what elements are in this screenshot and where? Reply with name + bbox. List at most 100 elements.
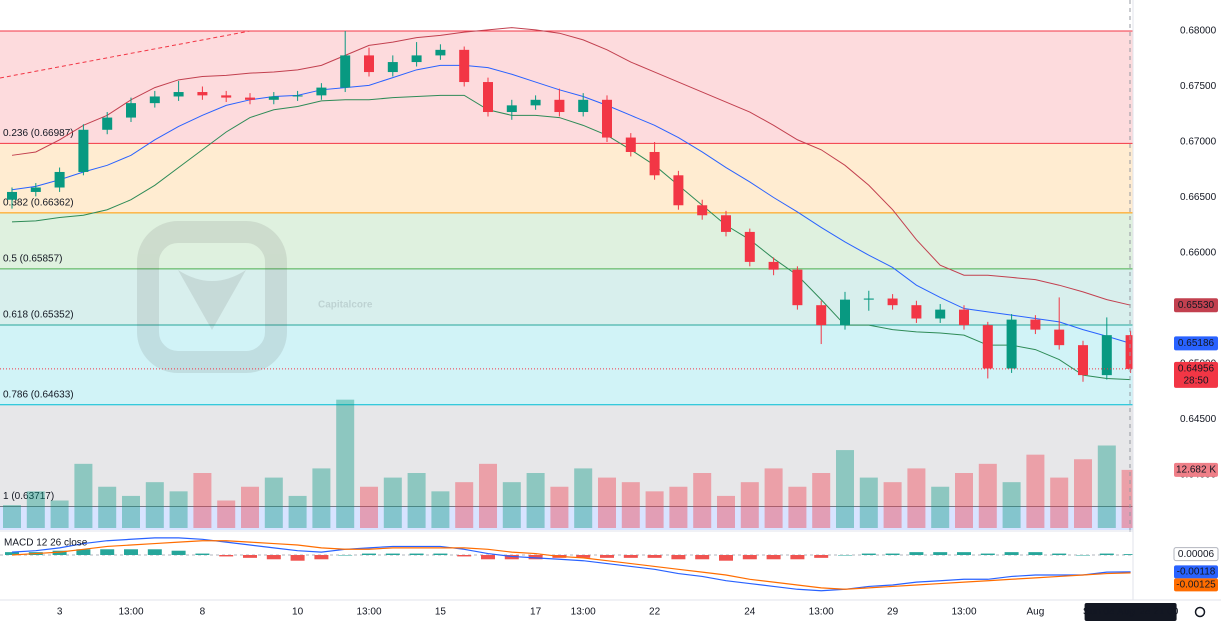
price-label-box	[1174, 298, 1218, 313]
candle-body	[887, 298, 898, 306]
macd-histogram-bar	[124, 549, 138, 555]
volume-bar	[550, 486, 569, 528]
macd-histogram-bar	[385, 553, 400, 555]
candle-body	[863, 298, 874, 300]
volume-bar	[978, 463, 997, 528]
macd-histogram-bar	[909, 552, 924, 555]
x-tick-label: 13:00	[118, 607, 143, 618]
volume-bar	[241, 486, 259, 528]
macd-histogram-bar	[1076, 555, 1090, 556]
x-tick-label: 13:00	[571, 607, 596, 618]
macd-histogram-bar	[433, 553, 448, 555]
macd-histogram-bar	[838, 555, 852, 556]
settings-icon	[1194, 606, 1206, 618]
macd-histogram-bar	[1052, 553, 1067, 555]
volume-bar	[26, 491, 45, 528]
candle-body	[197, 92, 208, 96]
candle-body	[840, 299, 850, 326]
macd-histogram-bar	[742, 555, 757, 560]
band-line	[11, 94, 1131, 381]
volume-bar	[1097, 445, 1116, 528]
y-tick-label: 0.67500	[1180, 81, 1217, 92]
macd-value-label: -0.00118	[1177, 566, 1216, 577]
candle-body	[387, 62, 398, 73]
candle-body	[935, 309, 946, 319]
volume-bar	[145, 482, 164, 528]
x-tick-label: 17	[530, 607, 542, 618]
candle-body	[1125, 335, 1136, 369]
x-tick-label: 3	[57, 607, 63, 618]
macd-label: MACD 12 26 close	[4, 538, 88, 549]
macd-histogram-bar	[409, 553, 424, 555]
macd-histogram-bar	[314, 555, 329, 560]
candle-body	[459, 49, 470, 83]
x-tick-label: 24	[744, 607, 756, 618]
candle-body	[1006, 319, 1017, 369]
macd-histogram-bar	[1123, 554, 1138, 555]
candle-body	[1078, 345, 1088, 376]
candle-body	[221, 95, 232, 98]
macd-value-box	[1173, 547, 1219, 562]
candle-body	[102, 117, 113, 130]
macd-histogram-bar	[1028, 552, 1043, 555]
macd-value-box	[1174, 578, 1218, 592]
watermark-text: Capitalcore	[318, 300, 373, 311]
macd-line	[11, 537, 1131, 592]
volume-bar	[193, 473, 212, 528]
candle-body	[411, 55, 422, 63]
volume-bar	[621, 482, 640, 528]
volume-bar	[169, 491, 188, 528]
candle-body	[1054, 329, 1065, 346]
y-tick-label: 0.66000	[1180, 248, 1217, 259]
macd-histogram-bar	[1004, 552, 1019, 555]
trend-line	[0, 30, 251, 79]
y-tick-label: 0.66500	[1180, 192, 1217, 203]
band-line	[11, 27, 1131, 306]
fib-zone	[0, 506, 1133, 530]
macd-histogram-bar	[790, 555, 805, 560]
macd-histogram-bar	[576, 555, 591, 558]
candle-body	[792, 269, 803, 306]
volume-bar	[312, 468, 331, 528]
fib-label: 0.786 (0.64633)	[3, 389, 74, 400]
macd-histogram-bar	[600, 555, 614, 558]
volume-bar	[3, 505, 21, 528]
macd-histogram-bar	[504, 555, 519, 560]
price-label: 0.65530	[1178, 300, 1215, 311]
macd-histogram-bar	[647, 555, 662, 558]
volume-bar	[645, 491, 664, 528]
x-tick-label: 13:00	[951, 607, 976, 618]
volume-bar	[360, 486, 378, 528]
candle-body	[530, 99, 541, 106]
candle-body	[816, 305, 827, 326]
volume-bar	[883, 482, 902, 528]
candle-body	[364, 55, 374, 73]
candle-body	[673, 175, 684, 206]
volume-bar	[455, 482, 474, 528]
candle-body	[435, 49, 446, 56]
volume-bar	[693, 473, 712, 528]
candle-body	[768, 261, 779, 270]
x-tick-label: 29	[887, 607, 899, 618]
volume-bar	[383, 477, 402, 528]
volume-bar	[74, 463, 93, 528]
x-tick-label: Aug	[1027, 607, 1045, 618]
x-tick-label: Sun 04 Aug '24 21:00	[1083, 607, 1179, 618]
macd-histogram-bar	[147, 549, 162, 555]
macd-value-label: -0.00125	[1176, 579, 1216, 590]
candle-body	[78, 129, 89, 172]
x-tick-label: 13:00	[809, 607, 834, 618]
band-line	[11, 64, 1131, 344]
volume-bar	[764, 468, 783, 528]
x-tick-label: 22	[649, 607, 661, 618]
volume-bar	[1074, 459, 1092, 528]
macd-histogram-bar	[885, 553, 900, 555]
candle-body	[1030, 319, 1041, 330]
crosshair-time-box	[1084, 603, 1177, 621]
volume-bar	[479, 463, 497, 528]
candle-body	[625, 137, 636, 152]
volume-bar	[740, 482, 759, 528]
macd-histogram-bar	[290, 555, 305, 561]
